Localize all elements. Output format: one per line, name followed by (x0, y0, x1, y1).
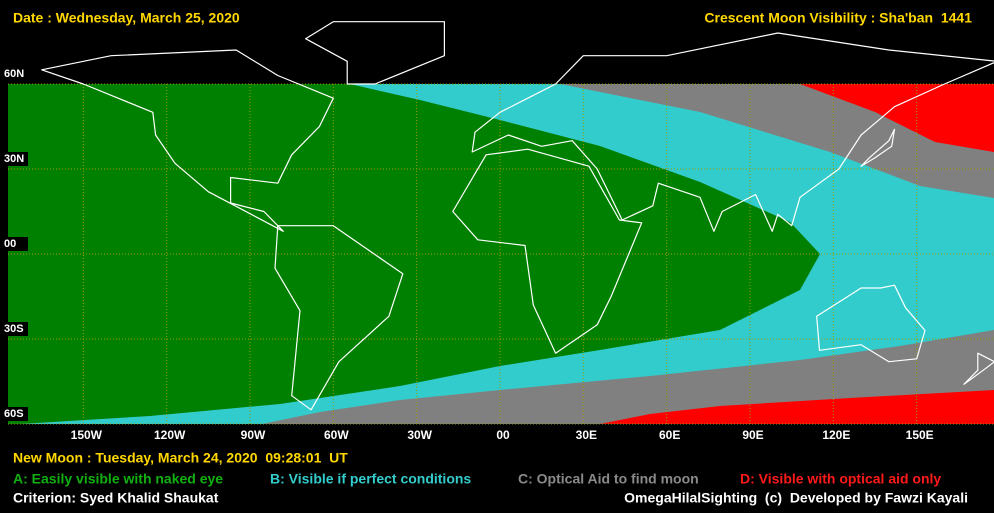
lon-label: 60W (324, 428, 349, 442)
lat-label: 30S (4, 323, 24, 335)
coastline (41, 49, 334, 232)
coastline (305, 21, 445, 85)
lon-label: 90E (742, 428, 763, 442)
lat-label-box (2, 152, 28, 166)
lat-label-box (2, 407, 28, 421)
lon-label: 30E (576, 428, 597, 442)
lon-label: 30W (407, 428, 432, 442)
coastlines (41, 21, 994, 411)
date: Date : Wednesday, March 25, 2020 (13, 10, 240, 26)
lat-label-box (2, 67, 28, 81)
coastline (471, 32, 994, 232)
lon-label: 150W (71, 428, 103, 442)
legend-entry: D: Visible with optical aid only (740, 471, 941, 487)
legend-entry: C: Optical Aid to find moon (518, 471, 699, 487)
lat-label-box (2, 237, 28, 251)
lat-label: 30N (4, 153, 24, 165)
legend-entry: A: Easily visible with naked eye (13, 471, 223, 487)
coastline (860, 128, 896, 167)
lon-label: 120E (822, 428, 850, 442)
lon-label: 00 (496, 428, 510, 442)
lon-label: 150E (906, 428, 934, 442)
credit: OmegaHilalSighting (c) Developed by Fawz… (624, 490, 968, 506)
lat-label: 60S (4, 408, 24, 420)
new-moon: New Moon : Tuesday, March 24, 2020 09:28… (13, 450, 348, 466)
coastline (452, 148, 643, 354)
legend-entry: B: Visible if perfect conditions (270, 471, 471, 487)
coastline (274, 225, 404, 411)
lat-label: 60N (4, 68, 24, 80)
zone-d (600, 390, 994, 424)
zone-d (800, 84, 994, 152)
lon-label: 60E (659, 428, 680, 442)
lat-label-box (2, 322, 28, 336)
title: Crescent Moon Visibility : Sha'ban 1441 (704, 10, 972, 26)
lon-label: 120W (154, 428, 186, 442)
lat-label: 00 (4, 238, 16, 250)
lon-label: 90W (241, 428, 266, 442)
coastline (816, 284, 926, 363)
coastline (963, 352, 994, 385)
criterion: Criterion: Syed Khalid Shaukat (13, 490, 219, 506)
grid: 60N 30N 00 30S 60S 150W 120W 90W 60W 30W 00 30E 60E 9… (2, 67, 994, 442)
